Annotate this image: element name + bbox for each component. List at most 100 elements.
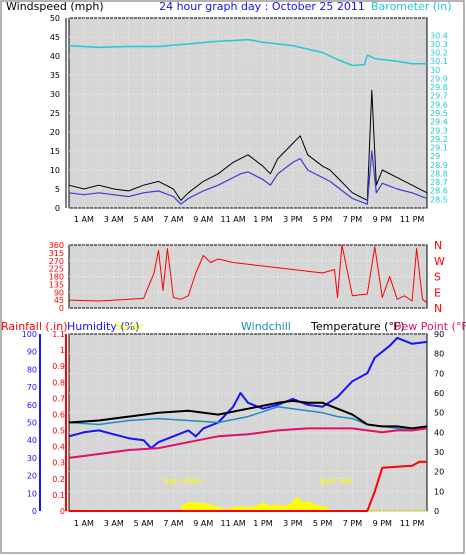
x-tick-label-top: 9 AM (193, 215, 213, 224)
x-tick-label-bottom: 9 AM (193, 519, 213, 528)
barometer-tick-label: 29.5 (430, 109, 448, 118)
temperature-tick-label: 80 (434, 350, 444, 359)
x-tick-label-bottom: 5 PM (313, 519, 332, 528)
direction-tick-label: 90 (54, 288, 64, 297)
windspeed-tick-label: 10 (50, 166, 60, 175)
compass-label: N (434, 239, 442, 252)
humidity-tick-label: 90 (27, 348, 37, 357)
dewpoint-line (68, 427, 428, 459)
barometer-tick-label: 29.7 (430, 92, 448, 101)
barometer-line (68, 38, 427, 67)
humidity-tick-label: 50 (27, 419, 37, 428)
barometer-tick-label: 29.3 (430, 126, 448, 135)
windspeed-tick-label: 35 (50, 71, 60, 80)
windspeed-line (68, 150, 428, 205)
x-tick-label-top: 1 PM (253, 215, 272, 224)
rainfall-tick-label: 0 (60, 507, 65, 516)
humidity-tick-label: 40 (27, 436, 37, 445)
barometer-tick-label: 29.4 (430, 118, 448, 127)
rainfall-axis-title: Rainfall (.in) (1, 320, 68, 333)
compass-label: W (434, 255, 445, 268)
x-tick-label-bottom: 3 AM (104, 519, 124, 528)
direction-tick-label: 45 (54, 296, 64, 305)
humidity-tick-label: 100 (22, 330, 37, 339)
rainfall-tick-label: 1 (60, 346, 65, 355)
direction-tick-label: 225 (49, 265, 64, 274)
x-tick-label-top: 5 PM (313, 215, 332, 224)
rainfall-tick-label: 0.6 (52, 410, 65, 419)
barometer-tick-label: 28.7 (430, 178, 448, 187)
solar-area (69, 496, 427, 512)
barometer-tick-label: 28.8 (430, 169, 448, 178)
rainfall-tick-label: 1.1 (52, 330, 65, 339)
humidity-tick-label: 30 (27, 454, 37, 463)
humidity-tick-label: 80 (27, 365, 37, 374)
temperature-tick-label: 40 (434, 428, 444, 437)
humidity-axis-title: Humidity (%) (67, 320, 139, 333)
barometer-tick-label: 30.4 (430, 31, 448, 40)
rainfall-tick-label: 0.2 (52, 475, 65, 484)
sunrise-label: Sun Rise (163, 477, 202, 487)
x-tick-label-bottom: 11 PM (400, 519, 425, 528)
barometer-axis-title: Barometer (in) (371, 0, 452, 13)
x-tick-label-bottom: 1 AM (74, 519, 94, 528)
humidity-tick-label: 10 (27, 489, 37, 498)
axis-labels: 1 AM 1 AM 3 AM 3 AM 5 AM 5 AM 7 AM 7 AM 9 AM 9 AM… (22, 14, 448, 528)
temperature-axis-title: Temperature (°F) (310, 320, 405, 333)
x-tick-label-top: 3 PM (283, 215, 302, 224)
windspeed-tick-label: 50 (50, 14, 60, 23)
x-tick-label-top: 7 PM (343, 215, 362, 224)
compass-label: E (434, 286, 441, 299)
direction-tick-label: 360 (49, 241, 64, 250)
rainfall-tick-label: 0.4 (52, 443, 65, 452)
temperature-line (68, 399, 428, 430)
humidity-tick-label: 70 (27, 383, 37, 392)
dewpoint-axis-title: Dew Point (°F) (393, 320, 466, 333)
windspeed-tick-label: 45 (50, 33, 60, 42)
solar-axis-title: Solar (115, 320, 144, 333)
windchill-axis-title: Windchill (241, 320, 291, 333)
temperature-tick-label: 60 (434, 389, 444, 398)
rainfall-tick-label: 0.5 (52, 427, 65, 436)
humidity-tick-label: 0 (32, 507, 37, 516)
barometer-tick-label: 29.9 (430, 74, 448, 83)
compass-label: N (434, 302, 442, 315)
gust-line (68, 89, 428, 201)
x-tick-label-bottom: 3 PM (283, 519, 302, 528)
barometer-tick-label: 29.6 (430, 100, 448, 109)
x-tick-label-top: 9 PM (373, 215, 392, 224)
sunset-label: Sun Set (319, 477, 354, 487)
windspeed-axis-title: Windspeed (mph) (6, 0, 104, 13)
x-tick-label-top: 11 PM (400, 215, 425, 224)
temperature-tick-label: 10 (434, 487, 444, 496)
barometer-tick-label: 30 (430, 66, 440, 75)
temperature-tick-label: 50 (434, 409, 444, 418)
rainfall-tick-label: 0.9 (52, 362, 65, 371)
temperature-tick-label: 0 (434, 507, 439, 516)
barometer-tick-label: 29.1 (430, 144, 448, 153)
x-tick-label-bottom: 9 PM (373, 519, 392, 528)
humidity-tick-label: 60 (27, 401, 37, 410)
barometer-tick-label: 28.9 (430, 161, 448, 170)
temperature-tick-label: 20 (434, 468, 444, 477)
humidity-tick-label: 20 (27, 472, 37, 481)
windspeed-tick-label: 20 (50, 128, 60, 137)
x-tick-label-bottom: 1 PM (253, 519, 272, 528)
temperature-tick-label: 70 (434, 369, 444, 378)
wind-direction-line (68, 244, 428, 304)
barometer-tick-label: 29 (430, 152, 440, 161)
data-series (68, 38, 428, 512)
barometer-tick-label: 28.5 (430, 195, 448, 204)
barometer-tick-label: 30.2 (430, 49, 448, 58)
rainfall-tick-label: 0.7 (52, 394, 65, 403)
barometer-tick-label: 29.2 (430, 135, 448, 144)
rainfall-tick-label: 0.3 (52, 459, 65, 468)
rainfall-tick-label: 0.1 (52, 491, 65, 500)
direction-tick-label: 270 (49, 257, 64, 266)
x-tick-label-bottom: 7 PM (343, 519, 362, 528)
direction-tick-label: 0 (59, 304, 64, 313)
x-tick-label-bottom: 5 AM (134, 519, 154, 528)
rainfall-line (69, 460, 427, 512)
